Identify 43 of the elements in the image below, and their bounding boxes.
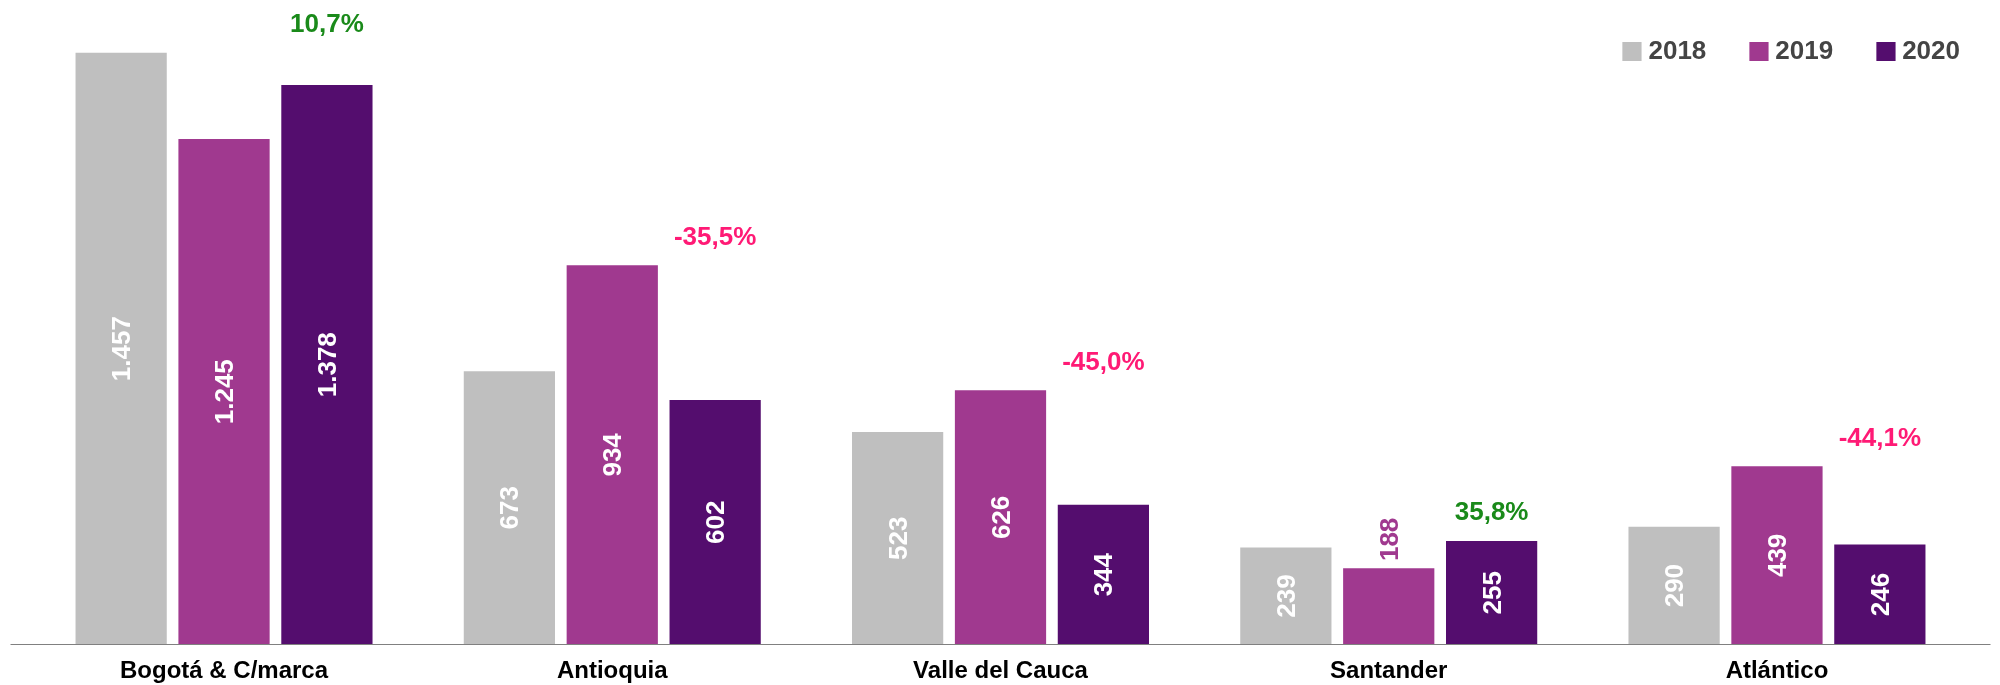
bar bbox=[566, 265, 658, 645]
bar bbox=[1057, 504, 1149, 645]
data-label: 673 bbox=[494, 486, 525, 530]
data-label: 255 bbox=[1476, 571, 1507, 615]
data-label: 602 bbox=[700, 500, 731, 544]
bar bbox=[281, 84, 373, 645]
annotation: 35,8% bbox=[1454, 496, 1529, 527]
data-label: 1.378 bbox=[311, 332, 342, 398]
bar bbox=[1731, 466, 1823, 645]
bar bbox=[1343, 568, 1435, 645]
annotation: -44,1% bbox=[1838, 421, 1922, 452]
x-tick-label: Antioquia bbox=[556, 655, 669, 683]
text: 10,7% bbox=[290, 8, 364, 39]
bar bbox=[1628, 526, 1720, 645]
data-label: 239 bbox=[1270, 574, 1301, 618]
data-label: 188 bbox=[1373, 517, 1404, 562]
data-label: 523 bbox=[882, 516, 913, 560]
data-label: 1.245 bbox=[209, 359, 240, 425]
data-label: 439 bbox=[1761, 533, 1792, 578]
x-tick-label: Santander bbox=[1330, 655, 1448, 683]
data-label: 1.457 bbox=[106, 316, 137, 382]
bar bbox=[178, 138, 270, 645]
data-label: 290 bbox=[1659, 563, 1690, 608]
data-label: 246 bbox=[1864, 572, 1895, 617]
bar bbox=[75, 52, 167, 645]
x-tick-label: Atlántico bbox=[1725, 655, 1829, 683]
data-label: 934 bbox=[597, 432, 628, 477]
bar bbox=[1834, 544, 1926, 645]
legend-label: 2019 bbox=[1775, 35, 1834, 66]
legend-label: 2020 bbox=[1902, 35, 1960, 66]
annotation: -45,0% bbox=[1062, 345, 1145, 376]
bar bbox=[852, 432, 944, 645]
data-label: 344 bbox=[1088, 552, 1119, 597]
bar bbox=[1240, 547, 1332, 645]
legend-label: 2018 bbox=[1648, 35, 1707, 66]
bar bbox=[463, 371, 555, 645]
annotation: -35,5% bbox=[673, 220, 757, 251]
bar bbox=[1446, 540, 1538, 645]
x-tick-label: Valle del Cauca bbox=[913, 655, 1089, 683]
bar bbox=[954, 390, 1047, 645]
bar bbox=[669, 400, 761, 645]
x-tick-label: Bogotá & C/marca bbox=[120, 655, 329, 683]
data-label: 626 bbox=[985, 495, 1016, 540]
